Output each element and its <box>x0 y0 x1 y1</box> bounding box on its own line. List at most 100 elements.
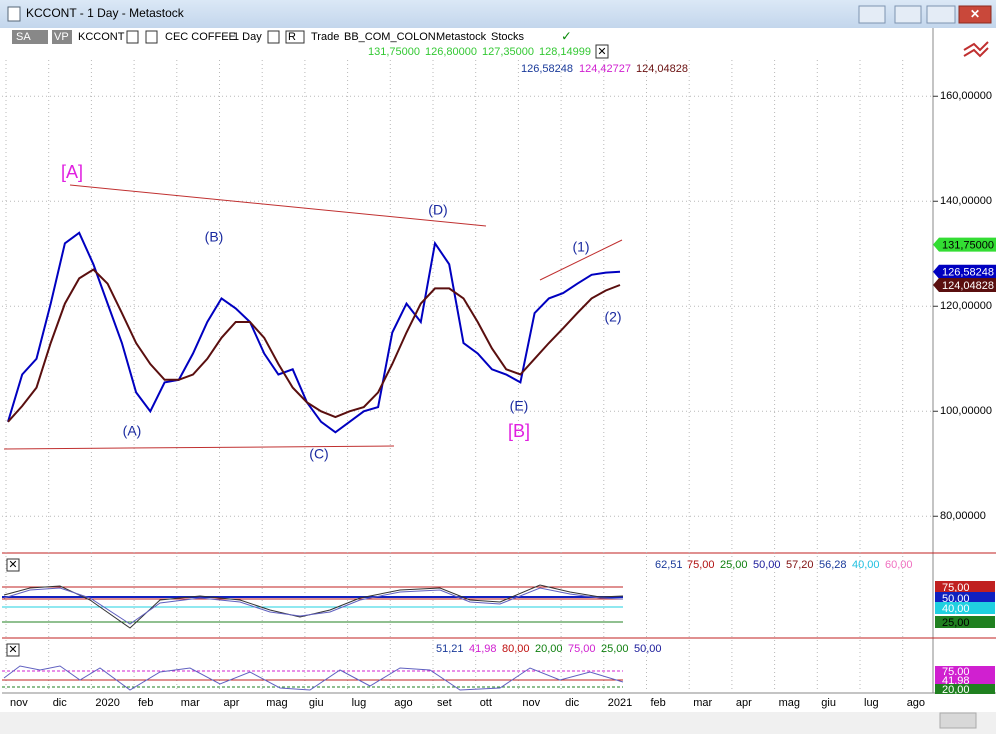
close-box[interactable] <box>6 643 20 657</box>
badge[interactable] <box>52 30 72 44</box>
x-tick-label: ago <box>394 697 412 709</box>
symbol[interactable]: KCCONT <box>78 31 125 43</box>
price-line <box>7 231 621 434</box>
security-name: CEC COFFEE <box>165 31 236 43</box>
close-icon: ✕ <box>970 7 980 21</box>
indicator-value: 57,20 <box>786 559 814 571</box>
wave-label: (1) <box>572 239 589 255</box>
axis-tag <box>935 684 995 694</box>
x-tick-label: giu <box>821 697 836 709</box>
close-box[interactable] <box>595 44 609 59</box>
axis-tag <box>935 592 995 604</box>
indicator-value: 25,00 <box>720 559 748 571</box>
y-tick-label: 160,00000 <box>940 90 992 102</box>
indicator-value: 50,00 <box>634 643 662 655</box>
toolbar-item: Trade <box>311 31 339 43</box>
toolbar-item: Stocks <box>491 31 525 43</box>
dropdown[interactable] <box>145 30 158 44</box>
close-box[interactable] <box>6 558 20 572</box>
badge[interactable] <box>12 30 48 44</box>
x-tick-label: mag <box>266 697 287 709</box>
scrollbar[interactable] <box>0 712 996 734</box>
close-icon: ✕ <box>597 46 606 58</box>
x-tick-label: mar <box>181 697 200 709</box>
price-tag <box>933 264 996 279</box>
x-tick-label: dic <box>565 697 580 709</box>
axis-tag-label: 75,00 <box>942 666 970 678</box>
dropdown[interactable] <box>267 30 280 44</box>
x-tick-label: giu <box>309 697 324 709</box>
y-tick-label: 140,00000 <box>940 195 992 207</box>
toolbar-icon[interactable]: ✓ <box>561 28 572 43</box>
x-tick-label: ago <box>907 697 925 709</box>
app-icon <box>7 6 21 22</box>
axis-tag <box>935 602 995 614</box>
x-tick-label: lug <box>352 697 367 709</box>
x-tick-label: nov <box>522 697 540 709</box>
wave-label: [B] <box>508 421 530 441</box>
price-tag-label: 124,04828 <box>942 280 994 292</box>
x-tick-label: apr <box>736 697 752 709</box>
indicator-value: 20,00 <box>535 643 563 655</box>
x-tick-label: lug <box>864 697 879 709</box>
close-icon: ✕ <box>8 559 17 571</box>
price-tag <box>933 277 996 292</box>
indicator-value: 75,00 <box>687 559 715 571</box>
x-tick-label: feb <box>651 697 666 709</box>
mode[interactable]: R <box>288 31 296 43</box>
chart-icon[interactable] <box>963 41 989 58</box>
restore-button[interactable] <box>858 5 886 24</box>
x-tick-label: apr <box>224 697 240 709</box>
x-tick-label: 2021 <box>608 697 632 709</box>
trend-line <box>539 239 623 281</box>
x-tick-label: set <box>437 697 452 709</box>
indicator-value: 56,28 <box>819 559 847 571</box>
dropdown[interactable] <box>126 30 139 44</box>
x-tick-label: ott <box>480 697 492 709</box>
y-tick-label: 100,00000 <box>940 405 992 417</box>
close-button[interactable] <box>958 5 992 24</box>
indicator-value: 50,00 <box>753 559 781 571</box>
axis-tag <box>935 666 995 676</box>
wave-label: (E) <box>510 398 529 414</box>
x-tick-label: mar <box>693 697 712 709</box>
chart-area <box>0 28 996 734</box>
axis-tag <box>935 581 995 593</box>
indicator-value: 51,21 <box>436 643 464 655</box>
axis-tag-label: 41,98 <box>942 675 970 687</box>
mode-box[interactable] <box>285 30 305 44</box>
wave-label: (D) <box>428 202 447 218</box>
indicator-value: 80,00 <box>502 643 530 655</box>
wave-label: (2) <box>604 309 621 325</box>
badge-text: SA <box>16 31 31 43</box>
x-tick-label: mag <box>779 697 800 709</box>
axis-tag <box>935 616 995 628</box>
wave-label: (C) <box>309 446 328 462</box>
price-tag <box>933 237 996 252</box>
ohlc-value: 131,75000 <box>368 46 420 58</box>
oscillator-line <box>3 665 624 691</box>
maximize-button[interactable] <box>926 5 956 24</box>
price-tag-label: 126,58248 <box>942 267 994 279</box>
wave-label: (A) <box>123 423 142 439</box>
close-icon: ✕ <box>8 644 17 656</box>
period[interactable]: 1 Day <box>233 31 262 43</box>
wave-label: (B) <box>205 229 224 245</box>
indicator-value: 124,04828 <box>636 63 688 75</box>
indicator-value: 25,00 <box>601 643 629 655</box>
axis-tag-label: 20,00 <box>942 684 970 696</box>
axis-tag <box>935 675 995 685</box>
trend-line <box>3 445 395 450</box>
axis-tag-label: 40,00 <box>942 603 970 615</box>
indicator-value: 124,42727 <box>579 63 631 75</box>
minimize-button[interactable] <box>894 5 922 24</box>
y-tick-label: 120,00000 <box>940 300 992 312</box>
scroll-thumb[interactable] <box>939 712 977 729</box>
oscillator-line <box>3 587 624 625</box>
price-line <box>7 268 621 423</box>
ohlc-value: 128,14999 <box>539 46 591 58</box>
window-title: KCCONT - 1 Day - Metastock <box>26 6 185 20</box>
x-tick-label: 2020 <box>95 697 119 709</box>
